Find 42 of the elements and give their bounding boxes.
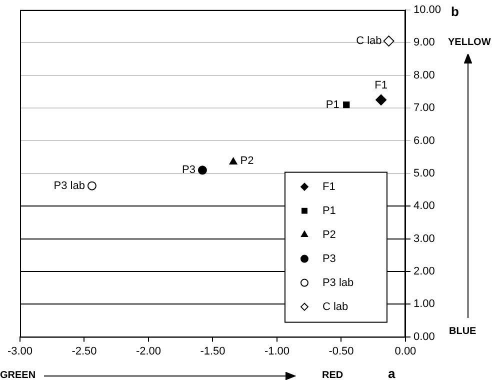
legend-label: P1 [322,204,336,217]
y-tick-label: 2.00 [413,265,435,278]
point [87,181,96,190]
text: P1 [326,98,340,111]
y-tick-label: 0.00 [413,330,435,343]
x-tick-label: -1.00 [264,345,290,358]
x-tick-label: 0.00 [394,345,416,358]
y-tick-label: 4.00 [413,200,435,212]
x-tick-label: -3.00 [7,345,33,358]
y-tick-label: 9.00 [413,36,435,49]
y-tick-label: 5.00 [413,167,435,180]
x-tick-label: -2.50 [72,345,97,358]
y-tick-label: 1.00 [413,298,435,310]
y-tick-label: 10.00 [413,4,442,16]
text: P3 [182,164,196,176]
legend-label: C lab [322,300,348,313]
y-tick-label: 6.00 [413,134,435,147]
point [229,157,238,164]
point [376,94,387,106]
x-tick-label: -1.50 [200,345,226,358]
x-tick-label: -2.00 [136,345,162,358]
text: a [388,366,396,381]
text: RED [322,370,344,381]
x-tick-label: -0.50 [328,345,354,358]
point [343,101,350,108]
text: GREEN [0,370,36,381]
text: F1 [374,79,388,92]
text: YELLOW [448,37,491,48]
legend-label: P3 [322,252,336,265]
text: C lab [356,35,382,48]
y-tick-label: 3.00 [413,232,435,245]
point [198,166,207,175]
text: b [451,4,459,19]
legend-label: P3 lab [322,276,354,289]
y-tick-label: 8.00 [413,69,435,82]
text: P3 lab [54,180,85,192]
text: BLUE [449,326,476,337]
legend-label: F1 [322,180,336,193]
point [383,36,394,47]
legend-label: P2 [322,228,336,241]
y-tick-label: 7.00 [413,102,435,114]
text: P2 [240,154,254,167]
